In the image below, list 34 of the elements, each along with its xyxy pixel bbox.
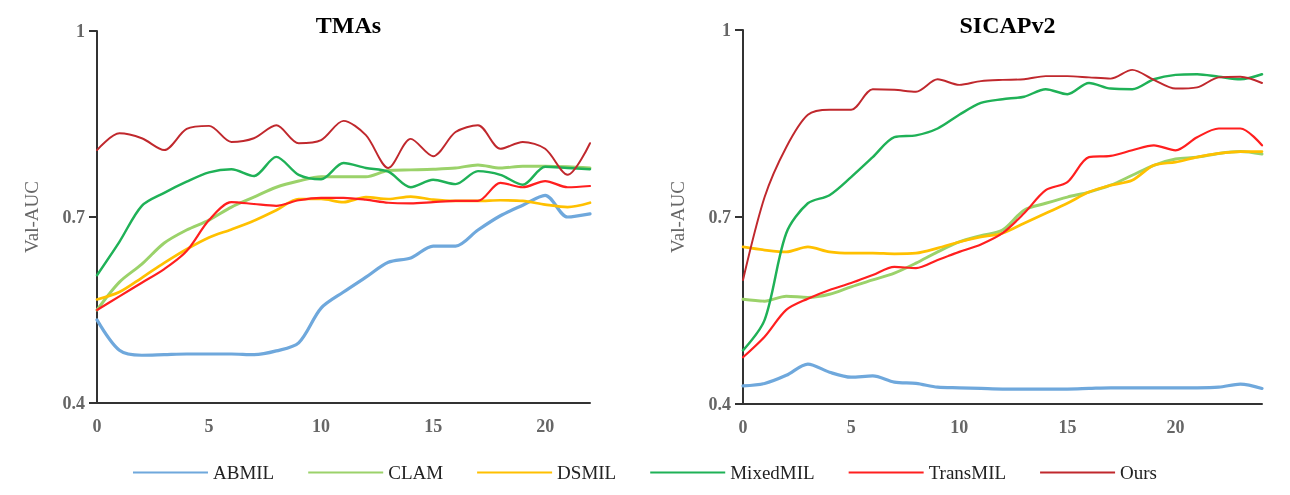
legend-label: TransMIL [928, 462, 1007, 483]
x-tick-label: 10 [312, 416, 331, 436]
line-series [96, 119, 591, 176]
y-tick-label: 0.7 [62, 207, 85, 227]
x-tick-label: 0 [92, 416, 102, 436]
legend-label: Ours [1120, 462, 1158, 483]
y-tick-label: 1 [722, 20, 731, 40]
chart-title: TMAs [315, 12, 382, 38]
legend-label: DSMIL [557, 462, 617, 483]
x-tick-label: 0 [738, 417, 748, 437]
y-tick-label: 0.7 [708, 207, 731, 227]
y-axis-title: Val-AUC [21, 181, 42, 253]
y-axis-title: Val-AUC [667, 181, 688, 253]
legend-label: CLAM [388, 462, 444, 483]
line-series [741, 73, 1264, 352]
line-series [742, 68, 1263, 281]
legend-label: MixedMIL [730, 462, 815, 483]
x-tick-label: 10 [950, 417, 969, 437]
x-tick-label: 15 [424, 416, 443, 436]
x-tick-label: 20 [536, 416, 555, 436]
line-series [741, 362, 1264, 391]
x-tick-label: 15 [1058, 417, 1077, 437]
x-tick-label: 5 [204, 416, 214, 436]
chart-title: SICAPv2 [959, 12, 1056, 38]
legend-label: ABMIL [212, 462, 275, 483]
line-series [741, 150, 1264, 256]
line-series [95, 155, 592, 277]
x-tick-label: 20 [1166, 417, 1185, 437]
y-tick-label: 0.4 [708, 394, 731, 414]
y-tick-label: 1 [76, 21, 85, 41]
line-series [95, 193, 592, 357]
x-tick-label: 5 [846, 417, 856, 437]
line-series [741, 127, 1264, 359]
y-tick-label: 0.4 [62, 393, 85, 413]
